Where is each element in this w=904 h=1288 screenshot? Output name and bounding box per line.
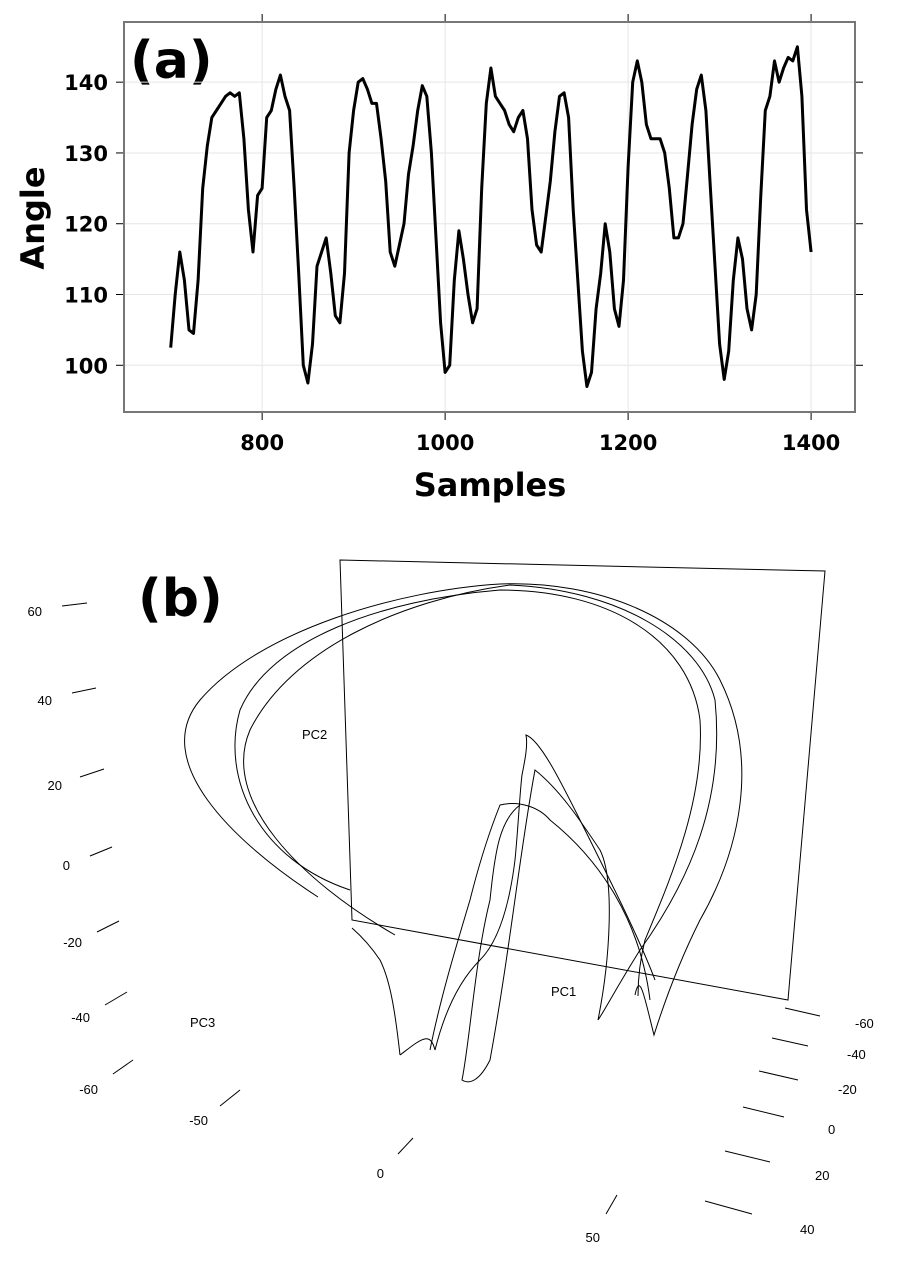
trajectory xyxy=(184,583,743,1037)
y-tick-label: 110 xyxy=(64,284,108,308)
tick-label: 40 xyxy=(800,1222,814,1237)
x-axis-label: Samples xyxy=(414,466,567,504)
y-tick-label: 130 xyxy=(64,142,108,166)
tick xyxy=(724,1150,771,1163)
tick-label: 60 xyxy=(28,604,42,619)
panel-label: (a) xyxy=(130,31,213,91)
tick-label: 0 xyxy=(377,1166,384,1181)
plot-frame xyxy=(123,21,856,413)
data-line xyxy=(169,45,813,388)
y-axis-label: Angle xyxy=(14,166,52,269)
tick-label: -40 xyxy=(847,1047,866,1062)
tick-label: 20 xyxy=(815,1168,829,1183)
plane xyxy=(339,559,826,1001)
tick xyxy=(96,920,120,933)
y-tick-label: 120 xyxy=(64,213,108,237)
tick xyxy=(742,1106,785,1118)
tick-label: -20 xyxy=(838,1082,857,1097)
tick xyxy=(219,1089,241,1107)
right-ticks: -60 -40 -20 0 20 40 xyxy=(704,1007,874,1237)
x-tick-label: 1000 xyxy=(416,431,474,455)
tick xyxy=(61,602,88,607)
tick-label: -60 xyxy=(79,1082,98,1097)
tick-label: 0 xyxy=(63,858,70,873)
tick xyxy=(704,1200,753,1215)
left-ticks: 60 40 20 0 -20 -40 -60 xyxy=(28,602,134,1097)
tick xyxy=(605,1194,618,1215)
bottom-ticks: -50 0 50 xyxy=(189,1089,618,1245)
tick-label: 40 xyxy=(38,693,52,708)
panel-label: (b) xyxy=(138,569,223,629)
tick-label: -40 xyxy=(71,1010,90,1025)
x-tick-label: 1200 xyxy=(599,431,657,455)
tick xyxy=(89,846,113,857)
tick-label: -60 xyxy=(855,1016,874,1031)
tick-label: -50 xyxy=(189,1113,208,1128)
tick xyxy=(771,1037,809,1047)
tick-label: 20 xyxy=(48,778,62,793)
tick-label: 50 xyxy=(586,1230,600,1245)
trajectory xyxy=(234,589,701,1051)
tick xyxy=(758,1070,799,1081)
tick xyxy=(104,991,128,1006)
tick-label: -20 xyxy=(63,935,82,950)
y-tick-label: 140 xyxy=(64,71,108,95)
tick xyxy=(112,1059,134,1075)
axis-label: PC3 xyxy=(190,1015,215,1030)
axis-label: PC1 xyxy=(551,984,576,999)
y-tick-label: 100 xyxy=(64,354,108,378)
x-tick-label: 800 xyxy=(240,431,284,455)
tick xyxy=(79,768,105,778)
axis-label: PC2 xyxy=(302,727,327,742)
trajectory xyxy=(351,734,656,1056)
tick xyxy=(397,1137,414,1155)
tick xyxy=(71,687,97,694)
panel-b: (b) PC2 PC1 PC3 60 40 20 0 -20 -40 -60 -… xyxy=(28,559,874,1245)
tick xyxy=(784,1007,821,1017)
tick-label: 0 xyxy=(828,1122,835,1137)
x-tick-label: 1400 xyxy=(782,431,840,455)
trajectory xyxy=(243,584,718,1083)
